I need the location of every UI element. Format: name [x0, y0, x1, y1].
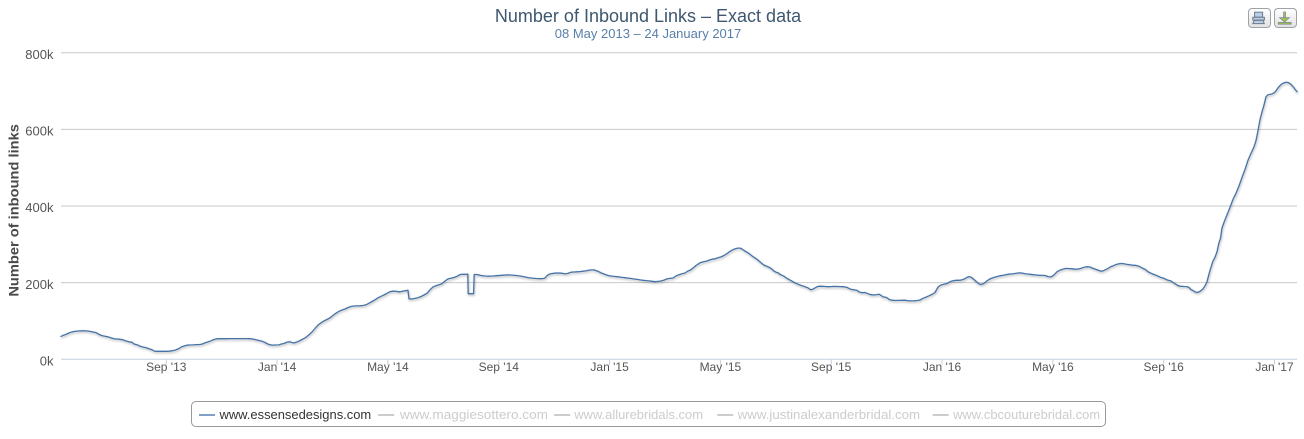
svg-text:Jan '14: Jan '14	[258, 360, 297, 374]
svg-text:400k: 400k	[25, 200, 54, 215]
svg-text:Jan '16: Jan '16	[923, 360, 962, 374]
svg-text:May '16: May '16	[1032, 360, 1074, 374]
svg-text:Sep '14: Sep '14	[479, 360, 520, 374]
svg-text:www.justinalexanderbridal.com: www.justinalexanderbridal.com	[737, 407, 920, 422]
svg-text:www.essensedesigns.com: www.essensedesigns.com	[219, 407, 372, 422]
svg-text:www.maggiesottero.com: www.maggiesottero.com	[399, 407, 548, 422]
svg-text:Sep '13: Sep '13	[146, 360, 187, 374]
svg-text:600k: 600k	[25, 124, 54, 139]
svg-text:May '14: May '14	[367, 360, 409, 374]
svg-text:200k: 200k	[25, 277, 54, 292]
svg-text:Sep '16: Sep '16	[1144, 360, 1185, 374]
svg-text:0k: 0k	[40, 353, 54, 368]
svg-text:May '15: May '15	[700, 360, 742, 374]
svg-text:Number of inbound links: Number of inbound links	[6, 124, 22, 297]
svg-text:www.cbcouturebridal.com: www.cbcouturebridal.com	[952, 407, 1100, 422]
svg-text:Sep '15: Sep '15	[811, 360, 852, 374]
svg-text:www.allurebridals.com: www.allurebridals.com	[573, 407, 703, 422]
svg-text:800k: 800k	[25, 47, 54, 62]
svg-text:Jan '15: Jan '15	[590, 360, 629, 374]
svg-text:Jan '17: Jan '17	[1255, 360, 1294, 374]
